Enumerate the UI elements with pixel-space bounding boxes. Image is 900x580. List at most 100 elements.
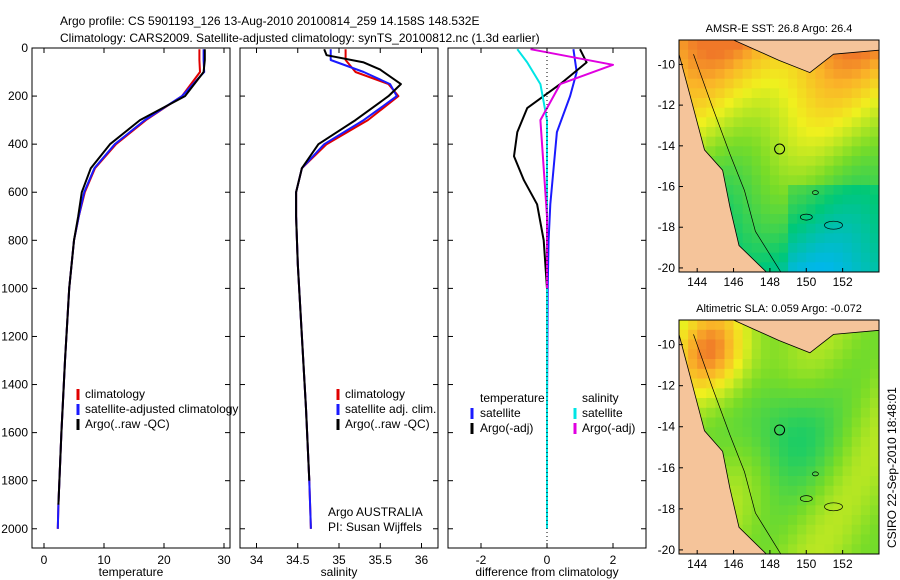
map-cell bbox=[724, 407, 735, 419]
map-cell bbox=[779, 456, 789, 467]
map-cell bbox=[797, 78, 807, 89]
map-cell bbox=[769, 78, 780, 89]
map-cell bbox=[715, 407, 726, 419]
map-cell bbox=[833, 359, 844, 370]
map-cell bbox=[733, 69, 744, 80]
map-cell bbox=[860, 388, 871, 399]
map-cell bbox=[860, 69, 871, 80]
map-cell bbox=[815, 446, 826, 458]
map-cell bbox=[724, 59, 735, 70]
map-cell bbox=[815, 466, 826, 477]
map-cell bbox=[751, 107, 762, 118]
map-cell bbox=[815, 437, 826, 448]
map-cell bbox=[797, 146, 807, 157]
map-cell bbox=[788, 505, 798, 516]
series-line bbox=[295, 48, 402, 481]
map-cell bbox=[806, 368, 816, 380]
map-cell bbox=[851, 204, 862, 215]
map-cell bbox=[815, 485, 826, 497]
map-cell bbox=[815, 495, 826, 506]
map-cell bbox=[769, 136, 780, 147]
map-cell bbox=[833, 456, 844, 467]
x-tick-label: 152 bbox=[833, 275, 853, 289]
salinity-panel: 34 34.5 35 35.5 36 salinity climatologysatelli… bbox=[239, 47, 439, 579]
map-cell bbox=[769, 88, 780, 99]
x-tick-label: 150 bbox=[796, 557, 816, 571]
map-cell bbox=[751, 524, 762, 536]
map-cell bbox=[842, 349, 853, 360]
map-cell bbox=[824, 378, 835, 389]
map-cell bbox=[742, 156, 753, 167]
map-cell bbox=[760, 437, 771, 448]
map-cell bbox=[769, 194, 780, 205]
map-cell bbox=[860, 107, 871, 118]
map-cell bbox=[751, 59, 762, 70]
map-cell bbox=[715, 388, 726, 399]
map-cell bbox=[742, 329, 753, 341]
map-cell bbox=[751, 359, 762, 370]
map-cell bbox=[706, 136, 716, 147]
map-cell bbox=[815, 368, 826, 380]
map-cell bbox=[788, 359, 798, 370]
map-cell bbox=[788, 544, 798, 554]
map-cell bbox=[697, 69, 707, 80]
map-cell bbox=[788, 388, 798, 399]
map-cell bbox=[760, 544, 771, 554]
map-cell bbox=[724, 359, 735, 370]
map-cell bbox=[742, 136, 753, 147]
map-cell bbox=[706, 407, 716, 419]
map-cell bbox=[842, 185, 853, 196]
map-cell bbox=[724, 466, 735, 477]
map-cell bbox=[860, 223, 871, 234]
map-cell bbox=[869, 204, 879, 215]
map-cell bbox=[769, 127, 780, 138]
map-cell bbox=[724, 185, 735, 196]
map-cell bbox=[742, 165, 753, 176]
map-cell bbox=[733, 156, 744, 167]
map-cell bbox=[806, 243, 816, 254]
map-cell bbox=[860, 185, 871, 196]
map-cell bbox=[797, 243, 807, 254]
map-cell bbox=[760, 59, 771, 70]
y-tick-label: -16 bbox=[658, 461, 676, 475]
map-cell bbox=[715, 398, 726, 409]
map-cell bbox=[851, 49, 862, 60]
map-cell bbox=[679, 320, 689, 331]
map-cell bbox=[797, 515, 807, 526]
map-cell bbox=[788, 427, 798, 438]
map-cell bbox=[851, 146, 862, 157]
map-cell bbox=[760, 107, 771, 118]
map-cell bbox=[706, 320, 716, 331]
map-cell bbox=[851, 417, 862, 428]
map-cell bbox=[724, 339, 735, 350]
map-cell bbox=[788, 407, 798, 419]
map-cell bbox=[806, 98, 816, 109]
map-cell bbox=[715, 40, 726, 51]
map-cell bbox=[779, 407, 789, 419]
map-cell bbox=[715, 368, 726, 380]
map-cell bbox=[779, 534, 789, 545]
argo-location-marker bbox=[774, 143, 786, 155]
map-cell bbox=[869, 398, 879, 409]
map-cell bbox=[815, 524, 826, 536]
map-cell bbox=[779, 437, 789, 448]
sla-map-panel: Altimetric SLA: 0.059 Argo: -0.072 144 146… bbox=[658, 303, 880, 571]
map-cell bbox=[697, 378, 707, 389]
map-cell bbox=[842, 534, 853, 545]
map-cell bbox=[815, 505, 826, 516]
map-cell bbox=[860, 214, 871, 225]
map-cell bbox=[815, 194, 826, 205]
map-cell bbox=[769, 388, 780, 399]
map-cell bbox=[733, 388, 744, 399]
map-cell bbox=[851, 359, 862, 370]
map-cell bbox=[742, 194, 753, 205]
map-cell bbox=[724, 398, 735, 409]
map-cell bbox=[742, 388, 753, 399]
map-cell bbox=[860, 417, 871, 428]
map-cell bbox=[815, 107, 826, 118]
map-cell bbox=[797, 505, 807, 516]
map-cell bbox=[724, 194, 735, 205]
map-cell bbox=[788, 136, 798, 147]
map-cell bbox=[824, 194, 835, 205]
map-cell bbox=[842, 127, 853, 138]
